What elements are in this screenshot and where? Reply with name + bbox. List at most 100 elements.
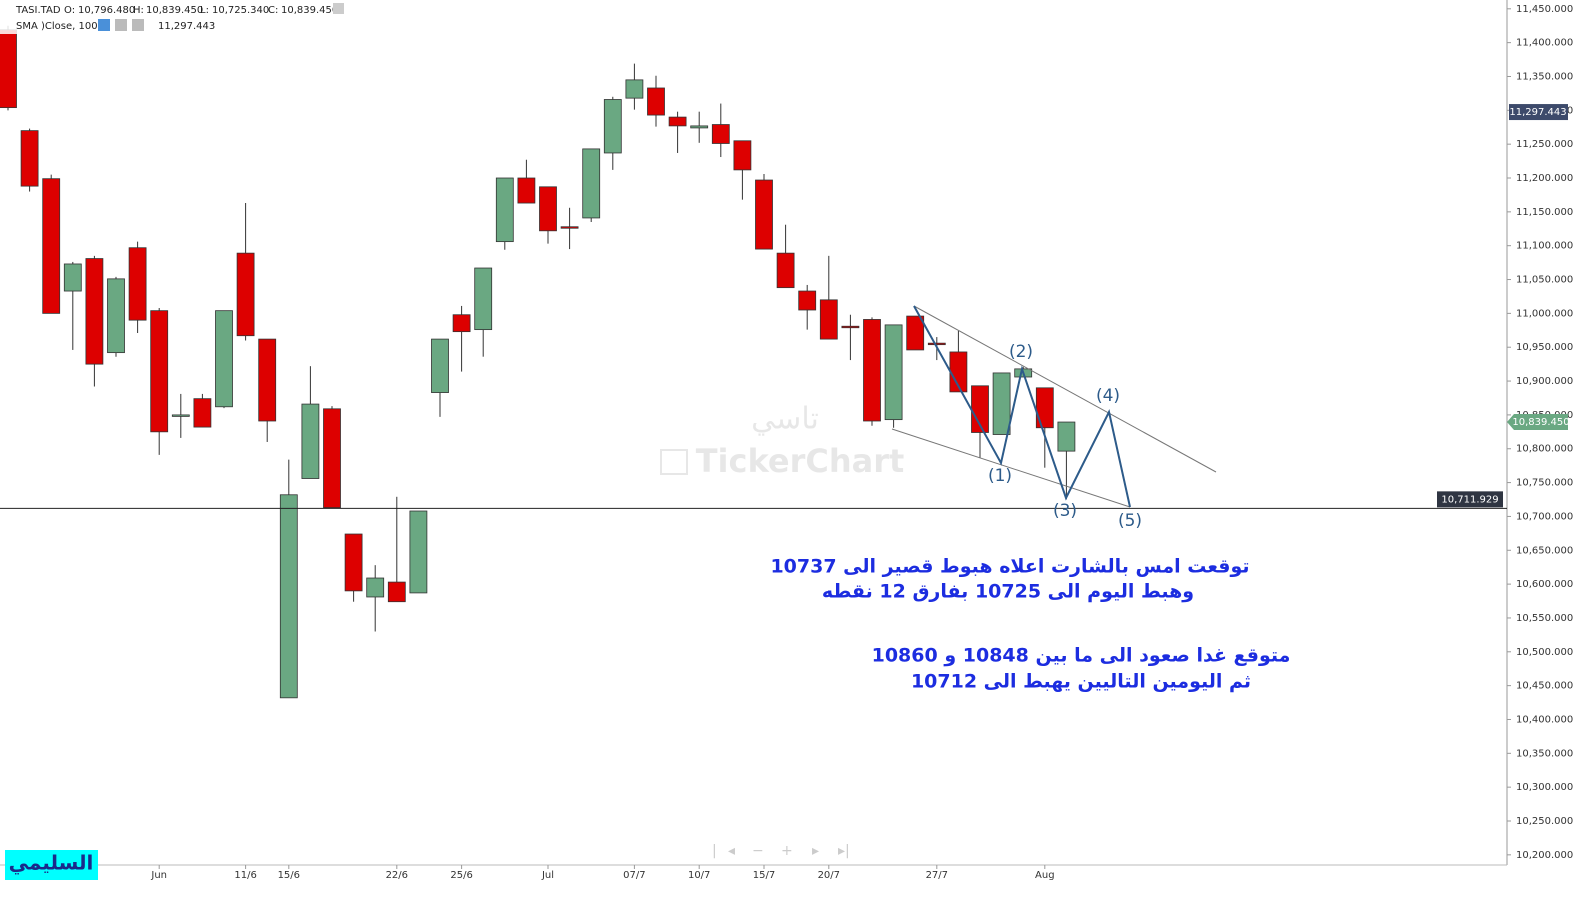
sma-price-label: 11,297.443 xyxy=(1509,107,1566,118)
hline-label: 10,711.929 xyxy=(1441,494,1498,505)
ohlc-key: L: xyxy=(200,5,209,16)
x-tick-label: 20/7 xyxy=(818,870,840,881)
candle-body xyxy=(603,99,622,154)
x-tick-label: Aug xyxy=(1035,870,1055,881)
candle-body xyxy=(841,325,860,329)
x-tick-label: 27/7 xyxy=(926,870,948,881)
watermark-text: TickerChart xyxy=(696,442,905,480)
visibility-icon[interactable] xyxy=(98,19,110,31)
candle-body xyxy=(776,252,795,289)
nav-separator: | xyxy=(712,843,717,859)
ohlc-value: 10,839.450 xyxy=(146,5,203,16)
x-tick-label: 11/6 xyxy=(234,870,256,881)
indicator-value: 11,297.443 xyxy=(158,21,215,32)
candle-body xyxy=(1057,421,1076,452)
candle-body xyxy=(387,581,406,603)
annotation: توقعت امس بالشارت اعلاه هبوط قصير الى 10… xyxy=(770,556,1249,578)
logo: السليمي xyxy=(5,850,98,880)
nav-left[interactable]: ◂ xyxy=(728,843,735,859)
candle-body xyxy=(366,577,385,598)
y-tick-label: 11,200.000 xyxy=(1516,173,1573,184)
trend-line xyxy=(891,428,1131,508)
nav-end[interactable]: ▸| xyxy=(838,843,850,859)
candle-body xyxy=(927,342,946,346)
candle-body xyxy=(107,278,125,354)
candle-body xyxy=(798,290,817,311)
wave-label: (5) xyxy=(1118,511,1142,531)
y-tick-label: 11,400.000 xyxy=(1516,38,1573,49)
logo-box xyxy=(5,850,98,880)
candle-body xyxy=(733,140,752,171)
x-tick-label: 10/7 xyxy=(688,870,710,881)
ohlc-value: 10,725.340 xyxy=(212,5,269,16)
ohlc-key: H: xyxy=(133,5,144,16)
candle-body xyxy=(409,510,428,594)
logo-text: السليمي xyxy=(9,851,94,876)
navigation: | ◂ − + ▸ ▸| xyxy=(712,843,850,859)
x-tick-label: Jul xyxy=(541,870,554,881)
candle-body xyxy=(647,87,665,116)
y-tick-label: 10,200.000 xyxy=(1516,850,1573,861)
candle-body xyxy=(711,124,730,144)
nav-zoom-in[interactable]: + xyxy=(781,843,793,859)
candle-body xyxy=(539,186,557,232)
candle-body xyxy=(819,299,838,340)
y-tick-label: 10,900.000 xyxy=(1516,376,1573,387)
nav-right[interactable]: ▸ xyxy=(812,843,819,859)
settings-icon[interactable] xyxy=(115,19,127,31)
candle-body xyxy=(85,258,104,365)
candle-body xyxy=(193,398,212,428)
nav-zoom-out[interactable]: − xyxy=(752,843,764,859)
y-tick-label: 10,700.000 xyxy=(1516,511,1573,522)
candle-body xyxy=(150,310,169,433)
candle-body xyxy=(323,408,341,509)
annotation: وهبط اليوم الى 10725 بفارق 12 نقطه xyxy=(822,581,1194,603)
x-tick-label: 07/7 xyxy=(623,870,645,881)
ohlc-key: O: xyxy=(64,5,75,16)
candle-body xyxy=(495,177,514,243)
header-bg xyxy=(0,0,345,34)
candle-body xyxy=(171,414,190,417)
candle-body xyxy=(690,125,709,129)
annotation: ثم اليومين التاليين يهبط الى 10712 xyxy=(911,671,1251,693)
last-price-label: 10,839.450 xyxy=(1512,417,1569,428)
watermark: تاسي TickerChart xyxy=(660,402,905,480)
candle-body xyxy=(279,494,298,699)
candle-body xyxy=(560,226,579,229)
y-tick-label: 10,800.000 xyxy=(1516,444,1573,455)
ohlc-value: 10,839.450 xyxy=(281,5,338,16)
drawings: (1) (2) (3) (4) (5) xyxy=(891,305,1217,531)
candle-body xyxy=(0,29,17,109)
close-icon[interactable] xyxy=(132,19,144,31)
candle-body xyxy=(755,179,773,250)
header: TASI.TAD O: 10,796.480 H: 10,839.450 L: … xyxy=(0,0,345,34)
y-tick-label: 10,550.000 xyxy=(1516,613,1573,624)
menu-icon[interactable] xyxy=(333,3,344,14)
y-tick-label: 10,300.000 xyxy=(1516,782,1573,793)
wave-label: (2) xyxy=(1009,342,1033,362)
annotation: متوقع غدا صعود الى ما بين 10848 و 10860 xyxy=(872,645,1291,667)
wave-label: (1) xyxy=(988,466,1012,486)
trend-line xyxy=(913,305,1217,473)
candle-body xyxy=(236,252,255,337)
wave-label: (3) xyxy=(1053,501,1077,521)
candle-body xyxy=(992,372,1011,435)
ohlc-key: C: xyxy=(268,5,278,16)
y-tick-label: 10,500.000 xyxy=(1516,647,1573,658)
y-tick-label: 11,250.000 xyxy=(1516,139,1573,150)
x-tick-label: 25/6 xyxy=(450,870,472,881)
candle-body xyxy=(431,338,449,393)
x-tick-label: 15/6 xyxy=(278,870,300,881)
candle-body xyxy=(517,177,536,204)
y-tick-label: 10,450.000 xyxy=(1516,681,1573,692)
x-tick-label: 22/6 xyxy=(386,870,408,881)
candle-body xyxy=(906,315,925,351)
candle-body xyxy=(474,267,493,331)
indicator-name: SMA )Close, 100( xyxy=(16,21,102,32)
y-tick-label: 10,750.000 xyxy=(1516,478,1573,489)
y-tick-label: 11,350.000 xyxy=(1516,71,1573,82)
y-tick-label: 10,600.000 xyxy=(1516,579,1573,590)
y-tick-label: 10,250.000 xyxy=(1516,816,1573,827)
